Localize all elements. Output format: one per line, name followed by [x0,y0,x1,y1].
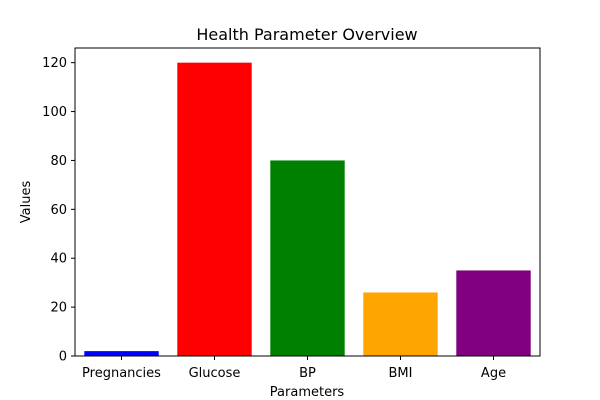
x-tick-label: BP [299,366,316,381]
bars-group [84,62,531,357]
x-tick-label: Age [481,366,506,381]
y-tick-label: 20 [50,301,67,316]
x-axis-title: Parameters [270,385,345,400]
y-axis: 0 20 40 60 80 100 120 [42,56,75,365]
y-tick-label: 80 [50,154,67,169]
bar-pregnancies [84,351,159,356]
chart-title: Health Parameter Overview [196,25,417,44]
bar-bp [270,160,345,356]
x-axis: Pregnancies Glucose BP BMI Age [82,356,506,381]
y-tick-label: 40 [50,252,67,267]
y-tick-label: 60 [50,203,67,218]
x-tick-label: Glucose [189,366,241,381]
plot-frame [74,47,541,357]
bar-bmi [363,292,438,356]
y-axis-title: Values [19,181,34,224]
bar-glucose [177,62,252,357]
bar-age [456,270,531,356]
x-tick-label: BMI [389,366,413,381]
y-tick-label: 0 [59,350,67,365]
x-tick-label: Pregnancies [82,366,161,381]
y-tick-label: 100 [42,105,67,120]
y-tick-label: 120 [42,56,67,71]
